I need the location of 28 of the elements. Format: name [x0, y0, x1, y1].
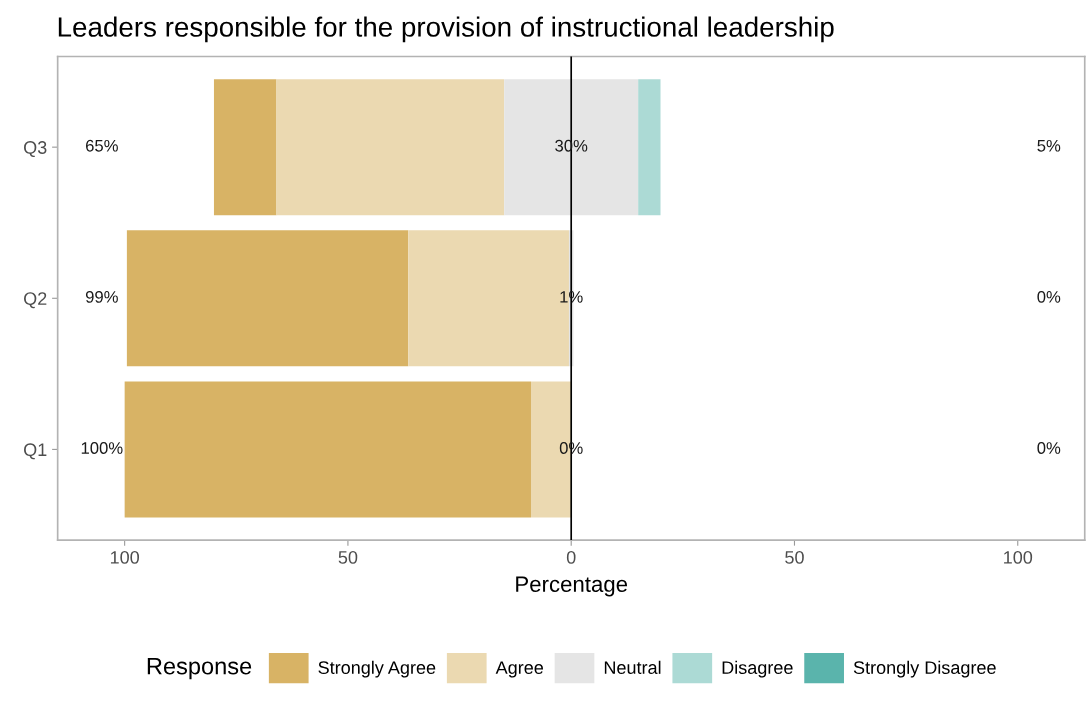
- x-axis-title: Percentage: [516, 576, 628, 597]
- y-tick-label: Q3: [24, 141, 47, 158]
- legend-label: Neutral: [604, 660, 661, 674]
- bar: [638, 79, 661, 216]
- annotation: 100%: [81, 442, 123, 454]
- legend-label: Strongly Disagree: [853, 660, 996, 678]
- y-tick-label: Q1: [24, 443, 47, 460]
- bar: [213, 79, 277, 216]
- annotation: 5%: [1037, 139, 1061, 152]
- legend-label: Disagree: [722, 660, 793, 678]
- y-tick-label: Q2: [24, 292, 47, 309]
- bar: [126, 230, 409, 367]
- annotation: 0%: [1037, 290, 1061, 303]
- bar: [276, 79, 505, 216]
- bar: [124, 381, 532, 518]
- bar: [504, 79, 639, 216]
- x-tick-label: 50: [338, 550, 358, 564]
- annotation: 0%: [1037, 442, 1061, 454]
- x-tick-label: 50: [785, 550, 804, 564]
- legend-label: Agree: [495, 661, 544, 678]
- legend-title: Response: [147, 658, 252, 680]
- x-tick-label: 100: [1004, 550, 1033, 564]
- chart-title: Leaders responsible for the provision of instructional leadership: [58, 16, 834, 43]
- x-tick-label: 100: [110, 550, 139, 564]
- annotation: 65%: [86, 139, 118, 152]
- annotation: 99%: [85, 290, 118, 303]
- x-tick-label: 0: [566, 550, 576, 564]
- legend-label: Strongly Agree: [318, 660, 436, 678]
